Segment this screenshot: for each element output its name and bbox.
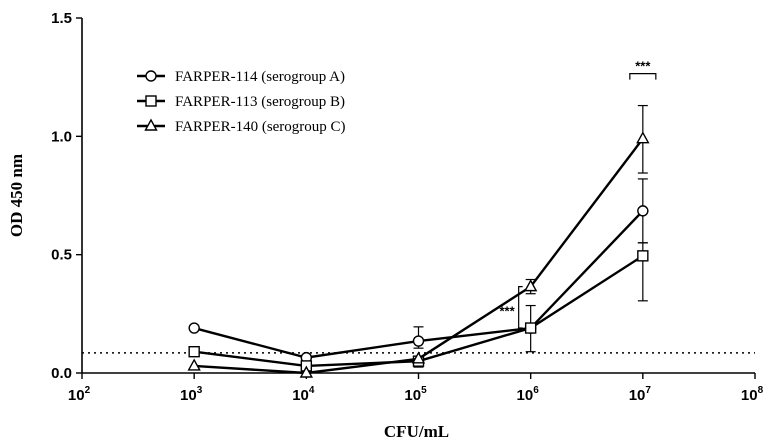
data-point-square [637, 250, 649, 262]
legend-label: FARPER-140 (serogroup C) [175, 119, 346, 135]
data-point-triangle [299, 365, 314, 378]
data-point-triangle [636, 131, 650, 144]
x-tick-label: 105 [404, 385, 427, 404]
x-tick-label: 106 [517, 385, 540, 404]
series-line-square [194, 254, 644, 368]
x-tick-label-base: 10 [180, 387, 197, 404]
x-tick-label-base: 10 [292, 387, 309, 404]
x-tick-label-exponent: 7 [645, 385, 651, 396]
significance-label: *** [499, 303, 515, 318]
legend-label: FARPER-113 (serogroup B) [175, 94, 345, 110]
y-axis-title: OD 450 nm [7, 154, 26, 237]
y-tick-label: 1.5 [51, 10, 72, 27]
x-tick-label: 104 [292, 385, 315, 404]
y-tick-label: 0.5 [51, 247, 72, 264]
x-tick-label: 107 [629, 385, 652, 404]
legend-marker-circle [145, 70, 157, 82]
data-point-square [188, 346, 200, 358]
data-point-triangle [523, 279, 538, 292]
x-tick-label: 102 [68, 385, 91, 404]
data-point-circle [637, 205, 649, 217]
data-point-triangle [187, 358, 201, 371]
significance-bracket [518, 286, 523, 329]
x-tick-label-base: 10 [741, 387, 758, 404]
significance-bracket [629, 73, 657, 80]
x-tick-label-exponent: 8 [758, 385, 764, 396]
legend-marker-square [145, 95, 157, 107]
x-tick-label: 103 [180, 385, 203, 404]
data-point-square [524, 322, 537, 334]
legend-label: FARPER-114 (serogroup A) [175, 69, 345, 85]
x-tick-label-base: 10 [629, 387, 646, 404]
x-tick-label-exponent: 3 [197, 385, 203, 396]
legend-marker-triangle [144, 118, 158, 131]
significance-label: *** [635, 59, 651, 74]
x-tick-label-exponent: 4 [309, 385, 315, 396]
x-tick-label: 108 [741, 385, 764, 404]
x-tick-label-base: 10 [404, 387, 421, 404]
data-point-circle [412, 335, 425, 347]
data-point-circle [188, 322, 200, 334]
x-tick-label-exponent: 2 [85, 385, 91, 396]
x-tick-label-base: 10 [517, 387, 534, 404]
x-tick-label-base: 10 [68, 387, 85, 404]
y-tick-label: 1.0 [51, 128, 72, 145]
y-tick-label: 0.0 [51, 365, 72, 382]
data-point-triangle [411, 351, 426, 364]
x-axis-title: CFU/mL [384, 422, 449, 441]
x-tick-label-exponent: 6 [533, 385, 539, 396]
x-tick-label-exponent: 5 [421, 385, 427, 396]
